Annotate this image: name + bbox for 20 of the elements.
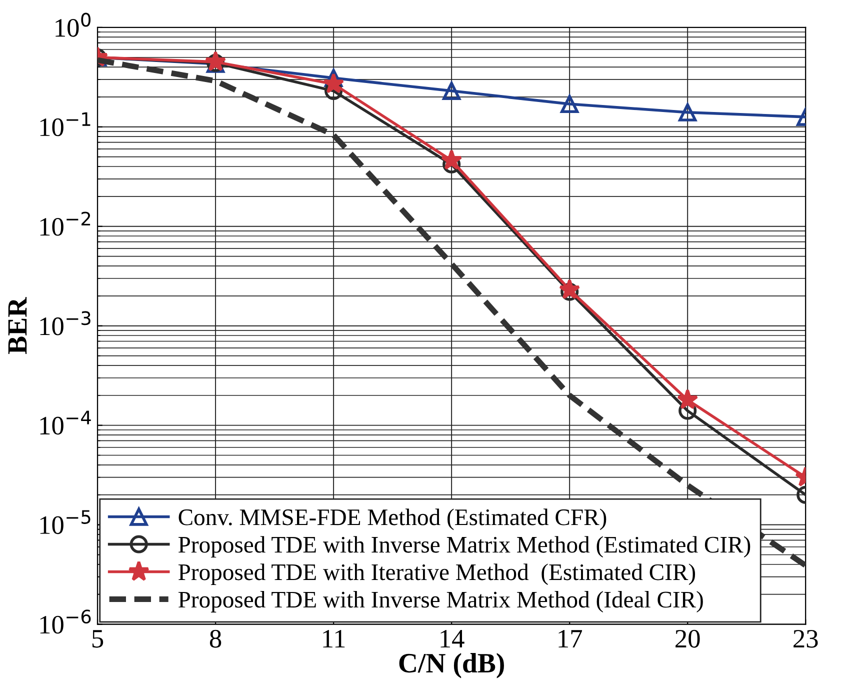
legend-label: Conv. MMSE-FDE Method (Estimated CFR) xyxy=(178,508,606,530)
x-tick-label: 5 xyxy=(92,630,104,648)
x-axis-title: C/N (dB) xyxy=(399,653,504,678)
y-tick-label: 10$^{−4}$ xyxy=(40,410,91,435)
y-tick-label: 10$^{0}$ xyxy=(56,12,91,37)
legend-label: Proposed TDE with Inverse Matrix Method (Ideal CIR) xyxy=(178,591,703,612)
x-tick-label: 17 xyxy=(558,630,582,648)
x-tick-label: 23 xyxy=(794,630,818,648)
legend-label: Proposed TDE with Inverse Matrix Method (Estimated CIR) xyxy=(178,536,750,558)
y-tick-label: 10$^{−5}$ xyxy=(40,510,90,534)
x-tick-label: 11 xyxy=(323,630,345,648)
y-tick-label: 10$^{−2}$ xyxy=(40,212,90,236)
legend-label: Proposed TDE with Iterative Method (Estimated CIR) xyxy=(178,564,696,585)
y-tick-label: 10$^{−1}$ xyxy=(40,112,90,136)
y-axis-title: BER xyxy=(8,297,27,354)
x-tick-label: 20 xyxy=(676,630,700,648)
y-tick-label: 10$^{−6}$ xyxy=(40,610,91,634)
y-tick-label: 10$^{−3}$ xyxy=(40,311,90,336)
x-tick-label: 8 xyxy=(210,630,222,648)
x-tick-label: 14 xyxy=(440,630,464,648)
